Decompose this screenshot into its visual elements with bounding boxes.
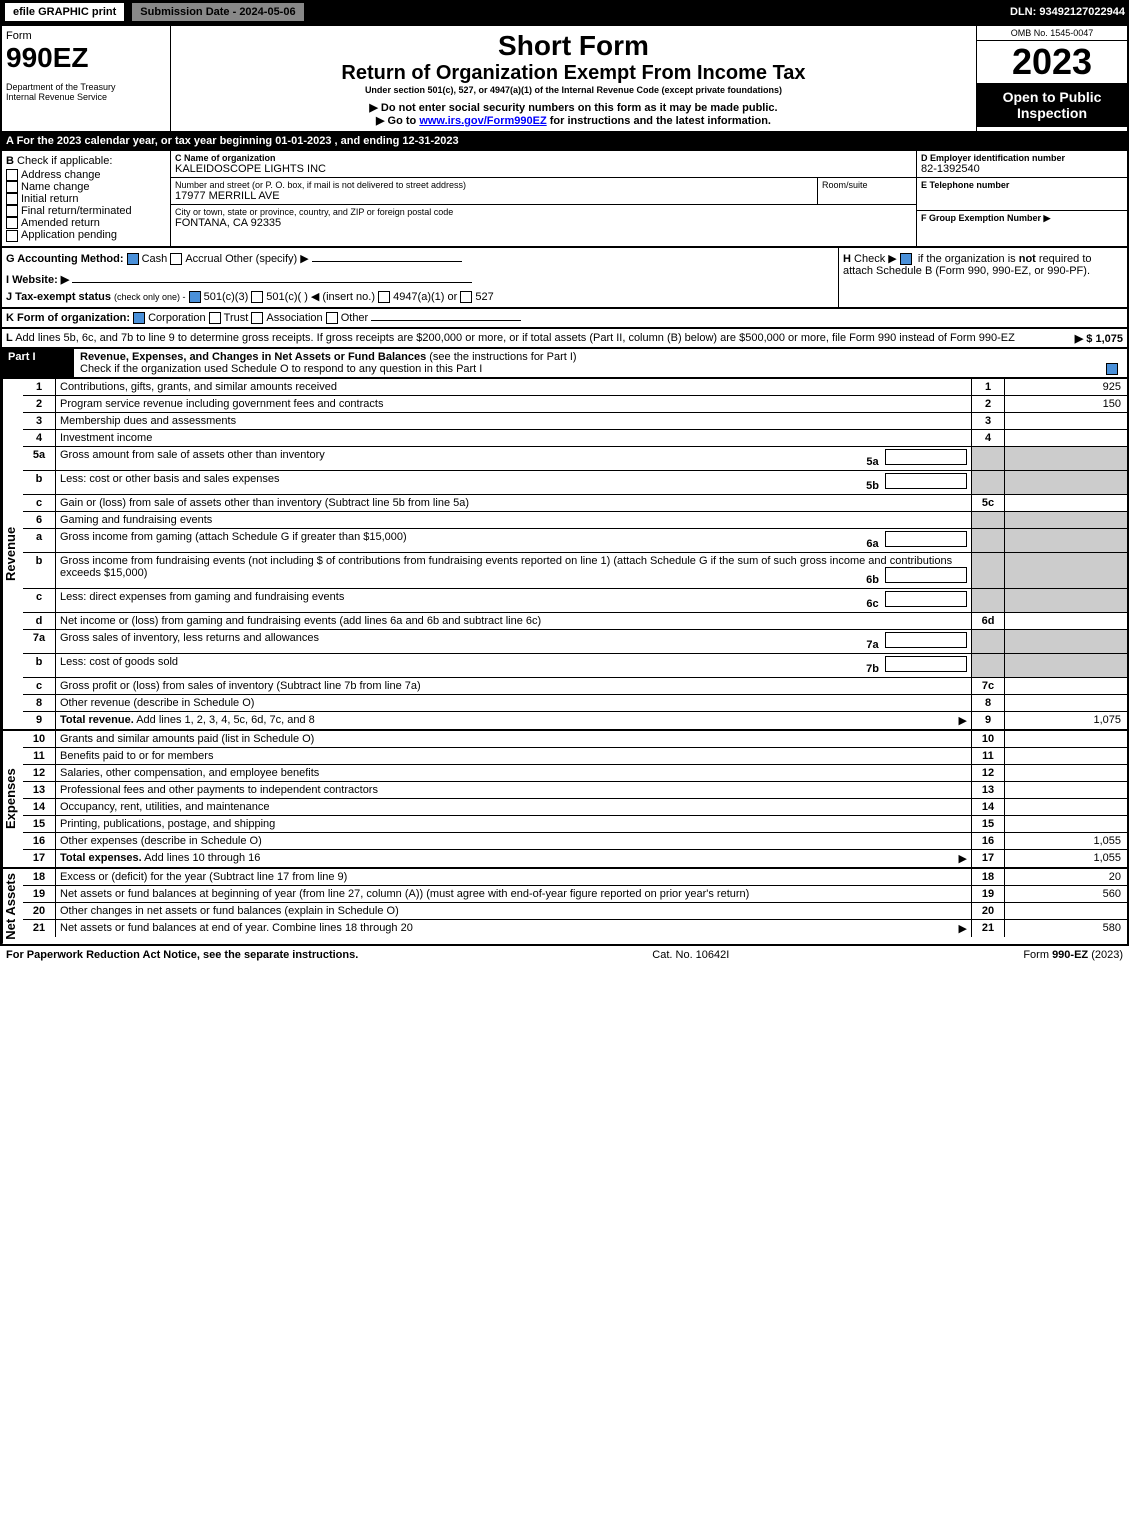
irs-link[interactable]: www.irs.gov/Form990EZ [419,115,546,127]
form-label: Form [6,30,166,42]
line-c: cGain or (loss) from sale of assets othe… [23,494,1127,511]
line-12: 12Salaries, other compensation, and empl… [23,764,1127,781]
under-section: Under section 501(c), 527, or 4947(a)(1)… [175,85,972,95]
line-6: 6Gaming and fundraising events [23,511,1127,528]
line-b: bGross income from fundraising events (n… [23,552,1127,588]
schedule-o-check[interactable] [1106,363,1118,375]
line-c: cLess: direct expenses from gaming and f… [23,588,1127,612]
revenue-section: Revenue 1Contributions, gifts, grants, a… [0,379,1129,731]
line-a: A For the 2023 calendar year, or tax yea… [0,133,1129,151]
line-13: 13Professional fees and other payments t… [23,781,1127,798]
title-block: Form 990EZ Department of the Treasury In… [0,24,1129,133]
4947-check[interactable] [378,291,390,303]
assoc-check[interactable] [251,312,263,324]
ssn-note: ▶ Do not enter social security numbers o… [175,101,972,114]
line-a: aGross income from gaming (attach Schedu… [23,528,1127,552]
line-3: 3Membership dues and assessments3 [23,412,1127,429]
other-check[interactable] [326,312,338,324]
line-h: H Check ▶ if the organization is not req… [838,248,1127,307]
corp-check[interactable] [133,312,145,324]
527-check[interactable] [460,291,472,303]
h-check[interactable] [900,253,912,265]
line-15: 15Printing, publications, postage, and s… [23,815,1127,832]
line-4: 4Investment income4 [23,429,1127,446]
ein-cell: D Employer identification number 82-1392… [917,151,1127,178]
page-footer: For Paperwork Reduction Act Notice, see … [0,946,1129,964]
line-l: L Add lines 5b, 6c, and 7b to line 9 to … [0,329,1129,349]
line-d: dNet income or (loss) from gaming and fu… [23,612,1127,629]
cash-check[interactable] [127,253,139,265]
expenses-section: Expenses 10Grants and similar amounts pa… [0,731,1129,869]
ghijk-block: G Accounting Method: Cash Accrual Other … [0,248,1129,309]
line-5a: 5aGross amount from sale of assets other… [23,446,1127,470]
line-19: 19Net assets or fund balances at beginni… [23,885,1127,902]
line-b: bLess: cost or other basis and sales exp… [23,470,1127,494]
footer-right: Form 990-EZ (2023) [1023,949,1123,961]
form-number: 990EZ [6,42,166,74]
footer-mid: Cat. No. 10642I [652,949,729,961]
dept-label: Department of the Treasury [6,82,166,92]
submission-button[interactable]: Submission Date - 2024-05-06 [131,2,304,22]
line-8: 8Other revenue (describe in Schedule O)8 [23,694,1127,711]
efile-button[interactable]: efile GRAPHIC print [4,2,125,22]
501c3-check[interactable] [189,291,201,303]
line-2: 2Program service revenue including gover… [23,395,1127,412]
org-name-cell: C Name of organization KALEIDOSCOPE LIGH… [171,151,916,178]
goto-note: ▶ Go to www.irs.gov/Form990EZ for instru… [175,114,972,127]
city-cell: City or town, state or province, country… [171,205,916,231]
group-exemption: F Group Exemption Number ▶ [917,211,1127,226]
501c-check[interactable] [251,291,263,303]
line-9: 9Total revenue. Add lines 1, 2, 3, 4, 5c… [23,711,1127,729]
year-label: 2023 [977,41,1127,83]
line-21: 21Net assets or fund balances at end of … [23,919,1127,937]
accrual-check[interactable] [170,253,182,265]
line-i: I Website: ▶ [6,273,834,286]
name-change[interactable]: Name change [6,181,166,193]
line-10: 10Grants and similar amounts paid (list … [23,731,1127,747]
final-return[interactable]: Final return/terminated [6,205,166,217]
line-18: 18Excess or (deficit) for the year (Subt… [23,869,1127,885]
section-b: B Check if applicable: Address change Na… [2,151,171,246]
part1-header: Part I Revenue, Expenses, and Changes in… [0,349,1129,379]
app-pending[interactable]: Application pending [6,229,166,241]
line-k: K Form of organization: Corporation Trus… [0,309,1129,329]
room-cell: Room/suite [817,178,916,204]
netassets-section: Net Assets 18Excess or (deficit) for the… [0,869,1129,946]
main-title: Return of Organization Exempt From Incom… [175,62,972,85]
dln-label: DLN: 93492127022944 [1010,6,1125,18]
open-public: Open to Public Inspection [977,83,1127,127]
line-11: 11Benefits paid to or for members11 [23,747,1127,764]
line-14: 14Occupancy, rent, utilities, and mainte… [23,798,1127,815]
omb-label: OMB No. 1545-0047 [977,26,1127,41]
short-form-title: Short Form [175,30,972,62]
line-j: J Tax-exempt status (check only one) - 5… [6,290,834,303]
line-1: 1Contributions, gifts, grants, and simil… [23,379,1127,395]
line-20: 20Other changes in net assets or fund ba… [23,902,1127,919]
amended-return[interactable]: Amended return [6,217,166,229]
line-c: cGross profit or (loss) from sales of in… [23,677,1127,694]
addr-change[interactable]: Address change [6,169,166,181]
line-16: 16Other expenses (describe in Schedule O… [23,832,1127,849]
line-b: bLess: cost of goods sold7b [23,653,1127,677]
top-bar: efile GRAPHIC print Submission Date - 20… [0,0,1129,24]
irs-label: Internal Revenue Service [6,92,166,102]
phone-cell: E Telephone number [917,178,1127,211]
line-7a: 7aGross sales of inventory, less returns… [23,629,1127,653]
line-17: 17Total expenses. Add lines 10 through 1… [23,849,1127,867]
footer-left: For Paperwork Reduction Act Notice, see … [6,949,358,961]
entity-block: B Check if applicable: Address change Na… [0,151,1129,248]
line-g: G Accounting Method: Cash Accrual Other … [6,252,834,265]
initial-return[interactable]: Initial return [6,193,166,205]
trust-check[interactable] [209,312,221,324]
street-cell: Number and street (or P. O. box, if mail… [171,178,817,204]
